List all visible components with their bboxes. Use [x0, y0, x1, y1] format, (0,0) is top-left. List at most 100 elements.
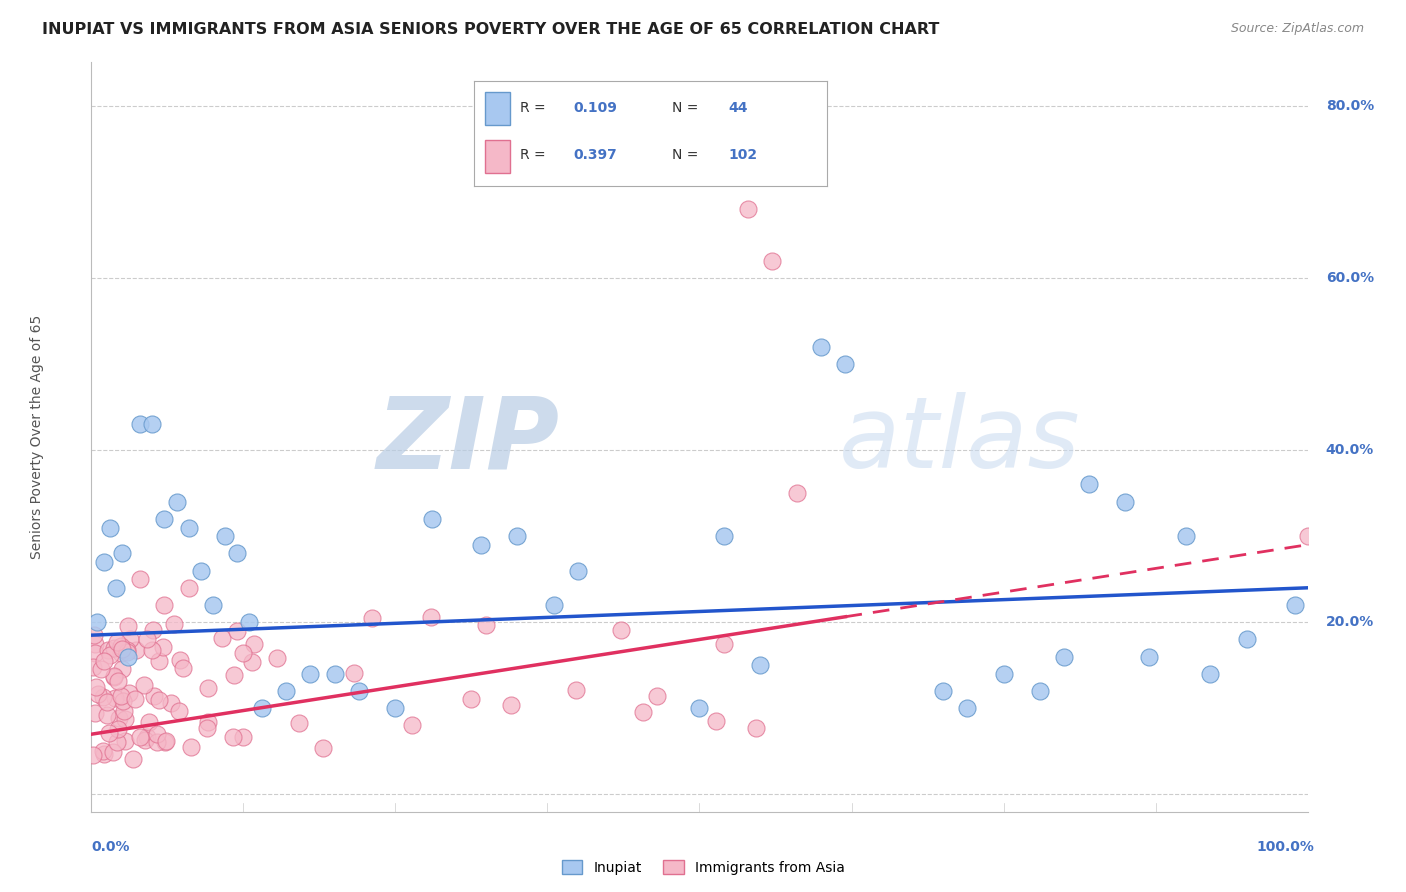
Point	[420, 610, 443, 624]
Point	[177, 520, 200, 534]
Point	[98, 520, 121, 534]
Point	[101, 745, 124, 759]
Point	[104, 581, 127, 595]
Point	[475, 617, 498, 632]
Point	[565, 683, 588, 698]
Point	[114, 734, 136, 748]
Point	[749, 658, 772, 673]
Point	[142, 690, 165, 704]
Point	[501, 698, 523, 712]
Point	[108, 710, 131, 724]
Point	[172, 661, 194, 675]
Point	[197, 681, 219, 695]
Point	[82, 660, 104, 674]
Point	[93, 555, 115, 569]
Point	[1053, 649, 1076, 664]
Point	[190, 564, 212, 578]
Point	[103, 669, 125, 683]
Point	[107, 635, 129, 649]
Point	[96, 695, 118, 709]
Point	[195, 721, 218, 735]
Point	[93, 747, 115, 762]
Text: 60.0%: 60.0%	[1326, 271, 1374, 285]
Point	[98, 648, 121, 663]
Text: ZIP: ZIP	[377, 392, 560, 490]
Point	[1114, 494, 1136, 508]
Point	[688, 701, 710, 715]
Point	[1296, 529, 1319, 543]
Point	[84, 680, 107, 694]
Point	[347, 684, 370, 698]
Point	[83, 646, 105, 660]
Point	[110, 690, 132, 704]
Point	[155, 734, 177, 748]
Point	[384, 701, 406, 715]
Point	[93, 654, 115, 668]
Point	[104, 691, 127, 706]
Point	[299, 667, 322, 681]
Point	[956, 701, 979, 715]
Point	[117, 645, 139, 659]
Text: 20.0%: 20.0%	[1326, 615, 1374, 629]
Point	[118, 686, 141, 700]
Point	[166, 494, 188, 508]
Point	[146, 735, 169, 749]
Point	[543, 598, 565, 612]
Point	[460, 691, 482, 706]
Point	[1029, 684, 1052, 698]
Point	[142, 624, 165, 638]
Point	[141, 643, 163, 657]
Point	[153, 735, 176, 749]
Point	[110, 639, 132, 653]
Point	[91, 743, 114, 757]
Point	[202, 598, 225, 612]
Text: 80.0%: 80.0%	[1326, 98, 1374, 112]
Point	[136, 632, 159, 647]
Point	[98, 726, 121, 740]
Point	[84, 637, 107, 651]
Point	[420, 512, 443, 526]
Point	[129, 572, 152, 586]
Text: 0.0%: 0.0%	[91, 840, 129, 855]
Point	[141, 417, 163, 432]
Point	[117, 649, 139, 664]
Point	[121, 752, 143, 766]
Point	[87, 688, 110, 702]
Point	[134, 732, 156, 747]
Point	[148, 654, 170, 668]
Point	[221, 730, 243, 744]
Point	[993, 667, 1015, 681]
Point	[105, 735, 128, 749]
Point	[274, 684, 297, 698]
Point	[110, 646, 132, 660]
Point	[323, 667, 346, 681]
Point	[86, 615, 108, 630]
Point	[153, 512, 176, 526]
Point	[107, 722, 129, 736]
Point	[713, 636, 735, 650]
Point	[103, 641, 125, 656]
Point	[129, 730, 152, 744]
Point	[83, 628, 105, 642]
Point	[704, 714, 727, 729]
Point	[91, 690, 114, 704]
Point	[737, 202, 759, 216]
Point	[129, 417, 152, 432]
Point	[506, 529, 529, 543]
Point	[610, 623, 633, 637]
Point	[111, 546, 134, 560]
Point	[238, 615, 260, 630]
Point	[240, 655, 263, 669]
Point	[114, 712, 136, 726]
Point	[103, 670, 125, 684]
Point	[180, 739, 202, 754]
Point	[250, 701, 273, 715]
Point	[343, 666, 366, 681]
Point	[146, 727, 169, 741]
Point	[82, 748, 104, 763]
Point	[834, 357, 856, 371]
Point	[567, 564, 589, 578]
Point	[222, 668, 245, 682]
Point	[111, 694, 134, 708]
Point	[197, 714, 219, 729]
